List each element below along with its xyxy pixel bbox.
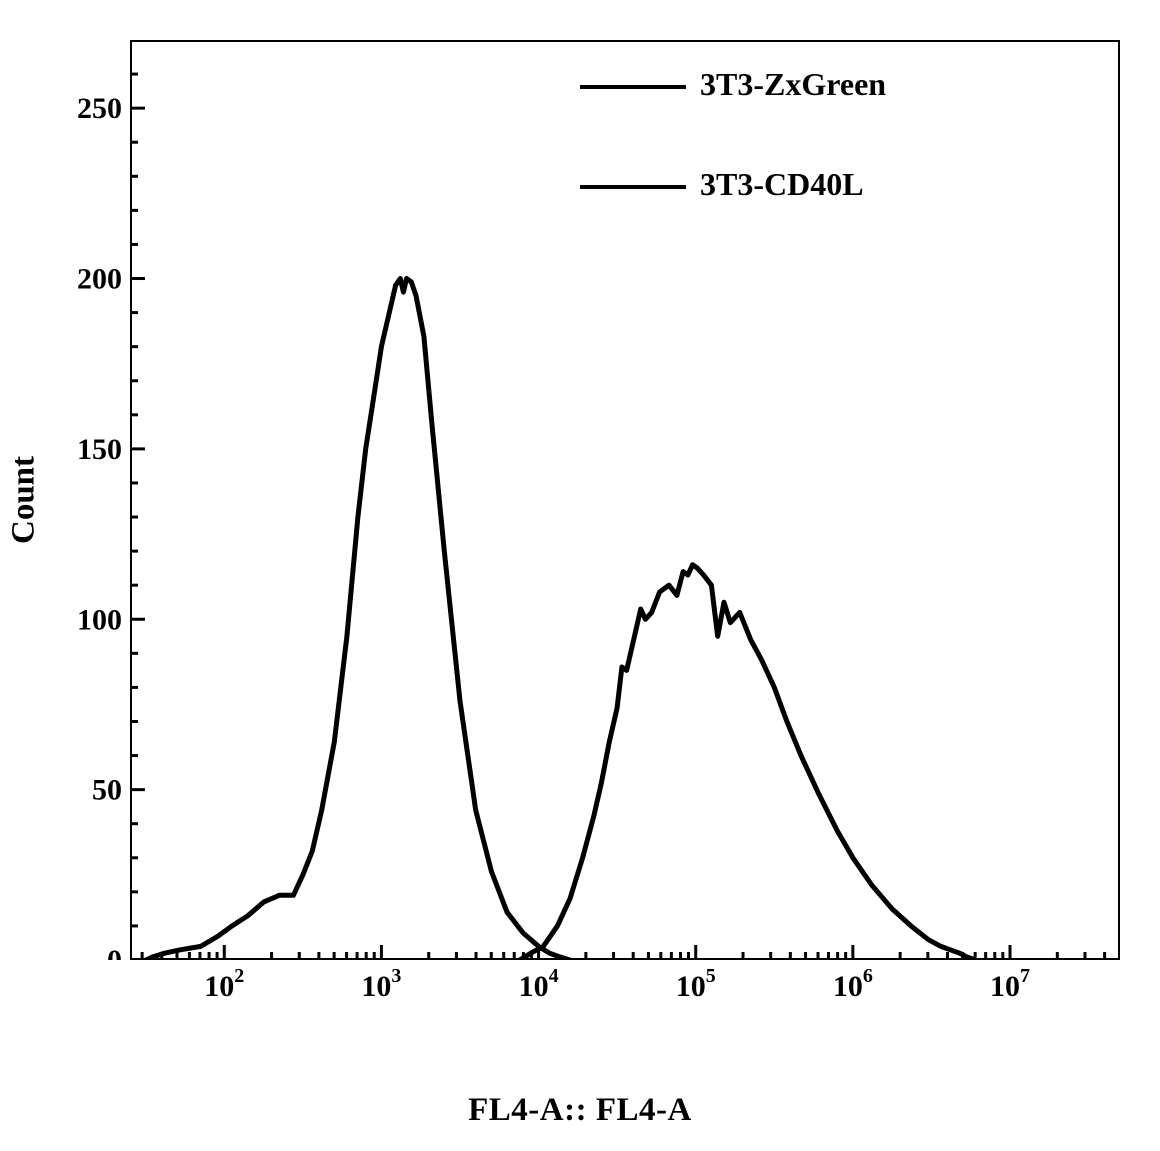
svg-text:100: 100 [77, 603, 122, 636]
x-tick-labels: 102 103 104 105 106 107 [130, 960, 1120, 1020]
svg-text:150: 150 [77, 433, 122, 466]
svg-text:107: 107 [990, 965, 1030, 1003]
svg-text:0: 0 [107, 944, 122, 960]
svg-text:102: 102 [204, 965, 244, 1003]
y-tick-labels: 0 50 100 150 200 250 [50, 40, 130, 960]
y-axis-label: Count [6, 456, 43, 544]
flow-histogram: 3T3-ZxGreen 3T3-CD40L [130, 40, 1120, 960]
svg-text:106: 106 [833, 965, 873, 1003]
svg-text:50: 50 [92, 774, 122, 807]
svg-text:3T3-CD40L: 3T3-CD40L [700, 166, 864, 202]
x-axis-label: FL4-A:: FL4-A [0, 1092, 1160, 1129]
svg-text:103: 103 [361, 965, 401, 1003]
svg-text:250: 250 [77, 92, 122, 125]
svg-text:200: 200 [77, 263, 122, 296]
svg-text:3T3-ZxGreen: 3T3-ZxGreen [700, 66, 886, 102]
svg-text:105: 105 [676, 965, 716, 1003]
svg-text:104: 104 [519, 965, 559, 1003]
